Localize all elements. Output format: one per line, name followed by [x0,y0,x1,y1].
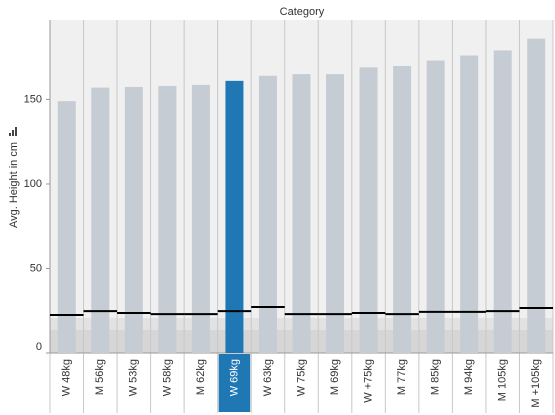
bar [326,74,345,353]
x-tick-label: M 62kg [195,359,207,395]
y-tick-label: 150 [24,93,42,105]
x-tick-label: M 85kg [430,359,442,395]
bar [225,80,244,354]
x-tick-label: W 58kg [161,359,173,396]
x-tick-label: M 94kg [463,359,475,395]
axis-icon [9,127,17,136]
y-axis-label: Avg. Height in cm [8,142,20,228]
y-tick-label: 50 [30,262,42,274]
bar [393,65,412,353]
x-tick-label: M 56kg [94,359,106,395]
x-tick-label: W +75kg [362,359,374,403]
x-tick-label: W 75kg [295,359,307,396]
bar [426,60,445,353]
bar [124,86,143,353]
x-tick-label: W 53kg [128,359,140,396]
bar [527,38,546,354]
chart-title: Category [280,6,325,18]
bar [191,84,210,354]
bar [91,87,110,354]
y-tick-label: 0 [36,341,42,353]
bar [57,101,76,353]
highlight-label-box [218,354,251,412]
bar [292,74,311,353]
bar [460,55,479,353]
bar [359,67,378,353]
y-tick-label: 100 [24,178,42,190]
bar [258,75,277,353]
x-tick-label: W 63kg [262,359,274,396]
x-tick-label: W 48kg [61,359,73,396]
x-tick-label: W 69kg [228,359,240,396]
x-tick-label: M 105kg [497,359,509,401]
x-tick-label: M +105kg [530,359,542,408]
x-tick-label: M 77kg [396,359,408,395]
bar [493,50,512,354]
x-tick-label: M 69kg [329,359,341,395]
bar [158,85,177,353]
